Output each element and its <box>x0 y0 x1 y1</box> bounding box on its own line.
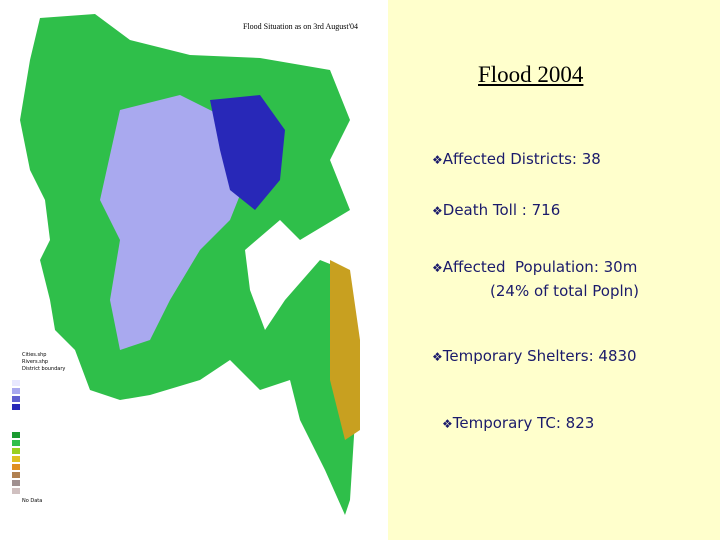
bullet: Affected Districts: 38 <box>432 150 601 168</box>
map-title: Flood Situation as on 3rd August'04 <box>243 22 359 31</box>
hill-area <box>330 260 360 440</box>
bullet-text: Temporary TC: 823 <box>442 414 594 432</box>
bullet-text: Affected Population: 30m <box>432 258 637 276</box>
bullet-text: Temporary Shelters: 4830 <box>432 347 637 365</box>
legend-label: District boundary <box>22 366 66 372</box>
bullet: Temporary Shelters: 4830 <box>432 347 637 365</box>
bullet: Affected Population: 30m (24% of total Po… <box>432 258 639 300</box>
flood-area <box>100 95 250 350</box>
legend-label: No Data <box>22 498 43 504</box>
bullet-text: Death Toll : 716 <box>432 201 560 219</box>
bullet: Temporary TC: 823 <box>442 414 594 432</box>
legend-label: Cities.shp <box>22 352 47 358</box>
legend-label: Rivers.shp <box>22 359 49 365</box>
text-panel <box>388 0 720 540</box>
map <box>12 14 360 515</box>
bullet-text: Affected Districts: 38 <box>432 150 601 168</box>
bullet-continuation: (24% of total Popln) <box>490 282 639 300</box>
bullet: Death Toll : 716 <box>432 201 560 219</box>
slide-title: Flood 2004 <box>478 62 584 87</box>
map-panel: Flood Situation as on 3rd August'04 Citi… <box>12 14 360 515</box>
flood-deep <box>210 95 285 210</box>
legend-swatches <box>12 380 20 494</box>
